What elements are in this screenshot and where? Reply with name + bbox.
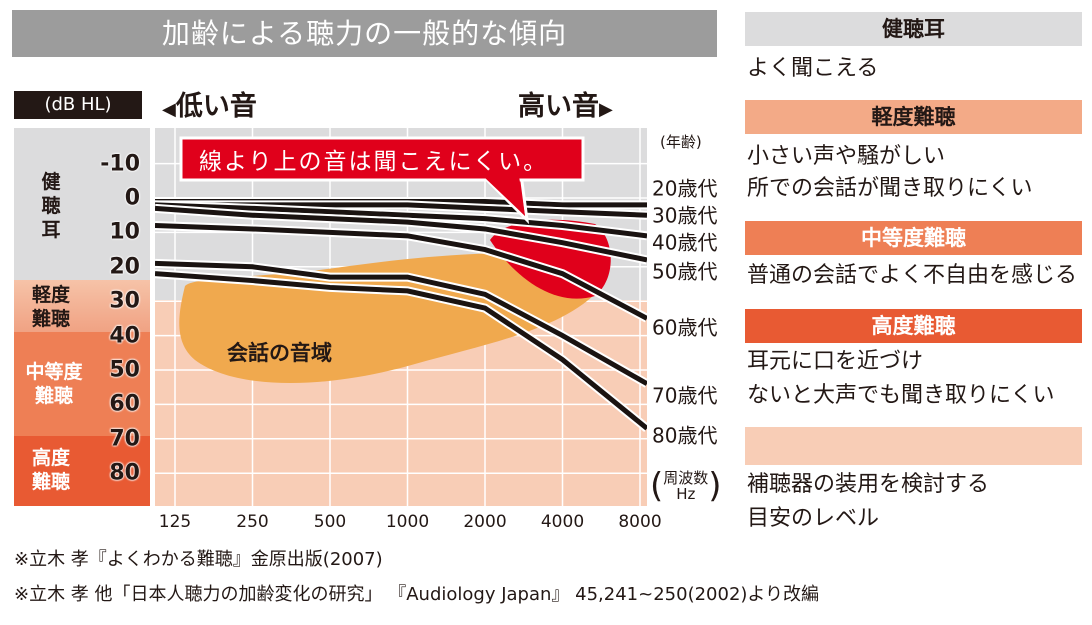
band-label-moderate: 中等度 難聴 bbox=[25, 361, 83, 407]
source-note-1: ※立木 孝『よくわかる難聴』金原出版(2007) bbox=[14, 549, 383, 570]
frequency-axis-label: ( 周波数 Hz ) bbox=[650, 466, 722, 506]
x-tick-label: 4000 bbox=[540, 512, 585, 532]
series-label: 70歳代 bbox=[652, 383, 718, 408]
y-unit-label: (dB HL) bbox=[14, 91, 142, 119]
legend-text-normal: よく聞こえる bbox=[747, 56, 879, 81]
band-label-normal: 健聴耳 bbox=[41, 171, 61, 241]
y-tick-label: 70 bbox=[109, 426, 140, 452]
series-label: 80歳代 bbox=[652, 423, 718, 448]
y-tick-label: 30 bbox=[109, 288, 140, 314]
callout-text: 線より上の音は聞こえにくい。 bbox=[199, 149, 548, 175]
legend-text-severe-2: ないと大声でも聞き取りにくい bbox=[747, 383, 1055, 408]
x-tick-label: 2000 bbox=[463, 512, 507, 532]
legend-swatch-hearing-aid bbox=[745, 427, 1082, 465]
band-mild bbox=[14, 280, 150, 332]
legend-text-mild-2: 所での会話が聞き取りにくい bbox=[747, 176, 1033, 201]
series-label: 60歳代 bbox=[652, 315, 718, 340]
freq-label-bottom: Hz bbox=[676, 485, 696, 503]
high-sound-text: 高い音 bbox=[518, 91, 599, 122]
audiogram-plot: 会話の音域 線より上の音は聞こえにくい。 bbox=[155, 128, 647, 506]
series-lines bbox=[155, 196, 647, 432]
series-line-50歳代 bbox=[155, 205, 647, 263]
series-label: 50歳代 bbox=[652, 259, 718, 284]
freq-label-top: 周波数 bbox=[663, 469, 709, 487]
legend-head-severe: 高度難聴 bbox=[745, 309, 1082, 343]
band-moderate bbox=[14, 332, 150, 436]
age-header: (年齢) bbox=[660, 133, 702, 151]
legend-head-normal: 健聴耳 bbox=[745, 12, 1082, 46]
legend-head-moderate: 中等度難聴 bbox=[745, 221, 1082, 255]
low-sound-label: ◀低い音 bbox=[162, 84, 257, 123]
y-tick-label: 80 bbox=[109, 460, 140, 486]
callout-box bbox=[179, 136, 585, 182]
speech-area-label: 会話の音域 bbox=[227, 341, 332, 365]
band-severe bbox=[14, 436, 150, 506]
legend-text-moderate: 普通の会話でよく不自由を感じる bbox=[747, 263, 1078, 288]
chart-title: 加齢による聴力の一般的な傾向 bbox=[12, 10, 717, 57]
y-tick-label: 20 bbox=[109, 254, 140, 280]
series-label: 20歳代 bbox=[652, 176, 718, 201]
x-tick-label: 500 bbox=[313, 512, 347, 532]
y-tick-label: 40 bbox=[109, 323, 140, 349]
legend-text-hearing-aid-2: 目安のレベル bbox=[747, 506, 880, 531]
callout: 線より上の音は聞こえにくい。 bbox=[179, 136, 585, 225]
low-sound-text: 低い音 bbox=[175, 91, 257, 122]
x-tick-label: 250 bbox=[236, 512, 269, 532]
x-tick-label: 8000 bbox=[618, 512, 662, 532]
legend-text-severe-1: 耳元に口を近づけ bbox=[747, 349, 924, 374]
band-label-severe: 高度 難聴 bbox=[31, 447, 70, 493]
series-line-80歳代 bbox=[155, 271, 647, 431]
source-note-2: ※立木 孝 他「日本人聴力の加齢変化の研究」 『Audiology Japan』… bbox=[14, 584, 820, 605]
legend-text-mild-1: 小さい声や騒がしい bbox=[747, 144, 946, 169]
y-tick-label: 0 bbox=[124, 185, 140, 211]
y-tick-label: 60 bbox=[109, 391, 140, 417]
y-tick-label: 50 bbox=[109, 357, 140, 383]
series-label: 30歳代 bbox=[652, 203, 718, 228]
legend-text-hearing-aid-1: 補聴器の装用を検討する bbox=[747, 472, 990, 497]
x-tick-label: 1000 bbox=[385, 512, 430, 532]
y-tick-label: -10 bbox=[100, 151, 140, 177]
legend-head-mild: 軽度難聴 bbox=[745, 100, 1082, 134]
series-line-40歳代 bbox=[155, 202, 647, 239]
series-label: 40歳代 bbox=[652, 230, 718, 255]
x-tick-label: 125 bbox=[158, 512, 192, 532]
arrow-right-icon: ▶ bbox=[599, 99, 613, 120]
band-label-mild: 軽度 難聴 bbox=[31, 284, 70, 330]
arrow-left-icon: ◀ bbox=[162, 99, 176, 120]
series-line-60歳代 bbox=[155, 223, 647, 321]
series-line-70歳代 bbox=[155, 260, 647, 386]
band-normal bbox=[14, 128, 150, 280]
hearing-level-band: 健聴耳 軽度 難聴 中等度 難聴 高度 難聴 -10 0 10 20 30 40 50 60 70 80 bbox=[14, 128, 150, 506]
high-sound-label: 高い音▶ bbox=[518, 84, 613, 123]
y-tick-label: 10 bbox=[109, 219, 140, 245]
